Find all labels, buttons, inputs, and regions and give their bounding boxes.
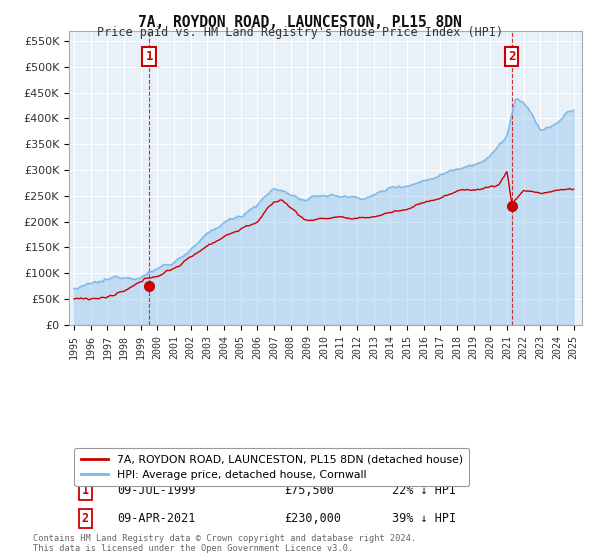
Legend: 7A, ROYDON ROAD, LAUNCESTON, PL15 8DN (detached house), HPI: Average price, deta: 7A, ROYDON ROAD, LAUNCESTON, PL15 8DN (d… (74, 448, 469, 486)
Text: £75,500: £75,500 (284, 484, 334, 497)
Text: 09-JUL-1999: 09-JUL-1999 (118, 484, 196, 497)
Text: 1: 1 (146, 50, 153, 63)
Text: 2: 2 (508, 50, 515, 63)
Text: Contains HM Land Registry data © Crown copyright and database right 2024.
This d: Contains HM Land Registry data © Crown c… (33, 534, 416, 553)
Text: £230,000: £230,000 (284, 512, 341, 525)
Text: 2: 2 (82, 512, 89, 525)
Text: 22% ↓ HPI: 22% ↓ HPI (392, 484, 457, 497)
Text: 1: 1 (82, 484, 89, 497)
Text: 09-APR-2021: 09-APR-2021 (118, 512, 196, 525)
Text: 7A, ROYDON ROAD, LAUNCESTON, PL15 8DN: 7A, ROYDON ROAD, LAUNCESTON, PL15 8DN (138, 15, 462, 30)
Text: 39% ↓ HPI: 39% ↓ HPI (392, 512, 457, 525)
Text: Price paid vs. HM Land Registry's House Price Index (HPI): Price paid vs. HM Land Registry's House … (97, 26, 503, 39)
